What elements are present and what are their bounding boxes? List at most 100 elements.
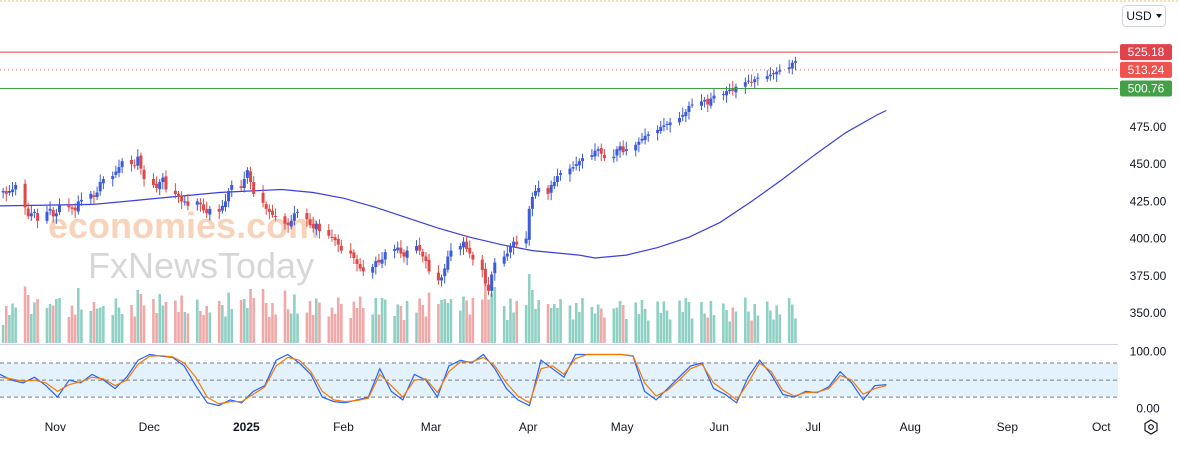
volume-bar [4,306,8,343]
candle-body [308,219,312,226]
candle-body [208,208,212,215]
candle-body [534,190,538,196]
volume-bar [449,299,453,343]
volume-bar [249,289,252,343]
candle-body [668,122,672,126]
candle-body [646,134,650,136]
price-level-tag-resistance [1120,44,1172,61]
price-axis-label: 350.00 [1130,306,1167,320]
currency-selector-button[interactable]: USD [1122,5,1166,27]
volume-bar [687,302,691,343]
time-axis-labels: Nov Dec 2025 Feb Mar Apr May Jun Jul Aug Sep Oct [45,420,1112,434]
candle-body [227,190,231,202]
volume-bar [637,314,641,343]
volume-bar [286,309,290,343]
candle-body [79,199,83,202]
candle-body [98,182,102,192]
volume-bar [142,305,146,343]
time-axis-label: Jun [710,420,729,434]
volume-bar [725,310,728,343]
volume-bar [709,301,713,343]
candle-body [743,82,747,87]
volume-bar [549,308,553,343]
volume-bar [246,308,249,343]
candle-body [778,70,782,72]
volume-bar [355,308,359,343]
volume-bar [393,316,396,343]
volume-bar [593,313,597,343]
volume-bar [765,301,769,343]
volume-bar [274,314,277,343]
volume-bar [590,307,594,343]
volume-bar [205,306,208,343]
stochastic-axis-label: 0.00 [1136,401,1160,415]
volume-bar [139,294,143,343]
candle-body [89,193,93,199]
volume-bar [98,307,102,343]
volume-bar [183,312,187,343]
candle-body [790,62,794,69]
candle-body [161,177,165,183]
volume-bar [305,312,309,343]
candle-body [465,241,469,250]
price-level-tag-support [1120,80,1172,97]
candle-body [640,138,644,141]
candle-body [574,164,578,166]
volume-bar [120,314,124,343]
volume-bar [174,300,177,343]
candle-body [793,61,797,63]
time-axis-label: May [611,420,634,434]
candle-body [703,100,707,102]
volume-bar [186,313,190,343]
volume-bar [333,314,337,343]
volume-bar [509,298,512,343]
price-axis-label: 475.00 [1130,120,1167,134]
price-axis-label: 450.00 [1130,157,1167,171]
candle-body [361,267,365,272]
volume-bar [640,300,644,343]
volume-bar [578,312,581,343]
candle-body [383,252,387,260]
volume-bar [26,295,30,343]
volume-bar [330,307,334,343]
candles [1,56,797,297]
volume-bar [571,319,575,343]
candle-body [289,220,293,227]
candle-body [637,141,641,145]
candle-body [555,176,559,183]
candle-body [4,190,8,194]
volume-bar [462,296,465,343]
candle-body [731,88,735,92]
volume-bar [92,302,96,343]
volume-bar [787,298,791,343]
volume-bar [73,314,77,343]
volume-bar [681,312,685,343]
stochastic-pane: 100.00 0.00 [0,345,1167,415]
volume-bar [506,320,509,343]
volume-bar [230,309,234,343]
volume-bar [747,311,750,343]
candle-body [336,238,340,245]
candle-body [355,259,359,265]
price-axis-labels: 475.00 450.00 425.00 400.00 375.00 350.00 [1130,120,1167,320]
volume-bar [712,315,716,343]
candle-body [546,187,550,194]
price-axis-label: 425.00 [1130,194,1167,208]
volume-bar [70,305,74,343]
price-level-label-support: 500.76 [1128,81,1165,95]
volume-bar [152,299,155,343]
settings-button[interactable] [1141,417,1161,437]
volume-bar [95,308,99,343]
candle-body [750,81,754,83]
volume-bar [706,317,710,343]
candle-body [480,259,484,270]
volume-bar [599,308,603,343]
volume-bar [668,319,672,343]
time-axis-label: Mar [421,420,442,434]
candle-body [734,86,738,93]
candle-body [690,104,694,106]
time-axis-label: Aug [900,420,921,434]
volume-bar [308,301,312,343]
